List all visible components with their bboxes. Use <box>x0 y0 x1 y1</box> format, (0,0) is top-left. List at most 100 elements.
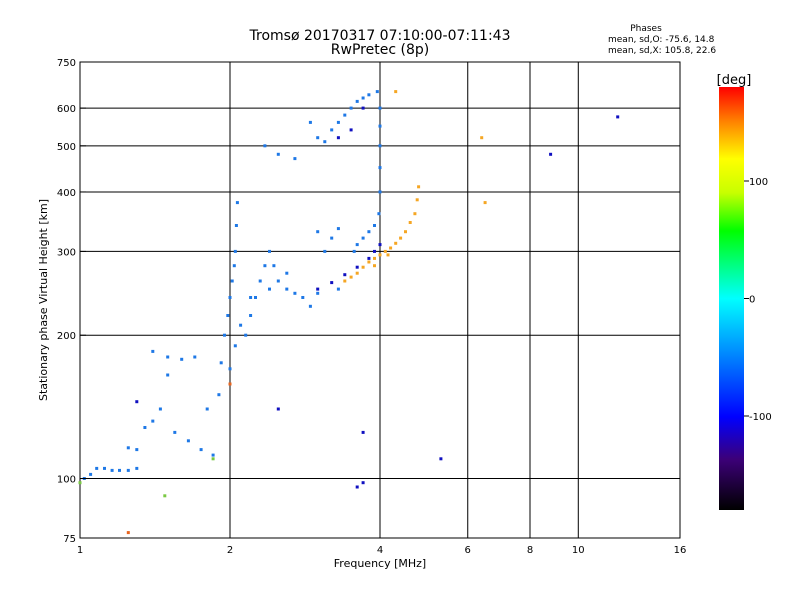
data-point-s2-13 <box>361 481 365 485</box>
data-point-s0-70 <box>361 236 365 240</box>
data-point-s2-11 <box>361 430 365 434</box>
colorbar-tick-label-1: 0 <box>749 295 755 306</box>
data-point-s1-8 <box>389 246 393 250</box>
data-point-s0-40 <box>263 264 267 268</box>
data-point-s0-21 <box>211 453 215 457</box>
y-tick-label-3: 300 <box>57 247 76 258</box>
data-point-s1-4 <box>367 260 371 264</box>
data-point-s0-47 <box>308 304 312 308</box>
data-point-s0-72 <box>352 249 356 253</box>
data-point-s2-6 <box>378 243 382 247</box>
colorbar <box>719 87 744 510</box>
data-point-s0-2 <box>95 466 99 470</box>
y-tick-label-0: 75 <box>63 534 76 545</box>
x-tick-label-3: 6 <box>465 545 471 556</box>
data-point-s0-31 <box>234 224 238 227</box>
data-point-s0-38 <box>254 296 257 299</box>
data-point-s0-42 <box>272 264 276 268</box>
data-point-s2-7 <box>336 136 340 140</box>
y-tick-label-5: 500 <box>57 142 76 153</box>
data-point-s0-62 <box>378 106 382 110</box>
data-point-s0-45 <box>293 291 297 295</box>
data-point-s0-12 <box>158 407 162 411</box>
x-tick-label-2: 4 <box>377 545 383 556</box>
data-point-s0-77 <box>249 296 253 299</box>
x-tick-label-1: 2 <box>227 545 233 556</box>
data-point-s0-15 <box>166 355 170 359</box>
data-point-s0-44 <box>285 287 289 291</box>
data-point-s2-14 <box>355 485 359 489</box>
data-point-s0-58 <box>355 99 359 103</box>
x-tick-label-5: 10 <box>572 545 585 556</box>
data-point-s1-12 <box>408 221 412 224</box>
data-point-s0-26 <box>226 314 230 317</box>
data-point-s0-14 <box>151 349 155 353</box>
data-point-s0-24 <box>219 361 223 365</box>
data-point-s0-28 <box>230 279 234 283</box>
data-point-s0-22 <box>205 407 209 411</box>
data-point-s0-9 <box>135 448 139 452</box>
data-points <box>78 90 620 535</box>
data-point-s3-1 <box>211 457 215 461</box>
data-point-s2-4 <box>367 256 371 260</box>
data-point-s2-1 <box>330 281 334 285</box>
y-tick-label-4: 400 <box>57 188 76 199</box>
data-point-s0-56 <box>343 113 347 117</box>
data-point-s0-69 <box>367 230 371 234</box>
data-point-s0-34 <box>233 344 237 348</box>
chart-title: Tromsø 20170317 07:10:00-07:11:43 <box>249 28 511 44</box>
data-point-s0-10 <box>143 426 147 429</box>
data-point-s0-3 <box>103 466 106 470</box>
colorbar-tick-label-2: -100 <box>749 412 772 423</box>
data-point-s2-16 <box>616 115 620 119</box>
data-point-s1-16 <box>373 264 376 268</box>
data-point-s0-61 <box>375 90 379 94</box>
data-point-s0-7 <box>135 466 139 470</box>
data-point-s0-30 <box>233 249 237 253</box>
phases-stats-title: Phases <box>630 24 662 34</box>
data-point-s0-23 <box>217 393 221 397</box>
phases-stats-x: mean, sd,X: 105.8, 22.6 <box>608 46 716 56</box>
data-point-s0-55 <box>336 120 340 124</box>
data-point-s0-59 <box>361 96 365 100</box>
data-point-s1-19 <box>480 136 484 140</box>
y-tick-label-2: 200 <box>57 331 76 342</box>
data-point-s4-1 <box>228 382 232 386</box>
y-axis-ticks: 75 100 200 300 400 500 600 750 <box>57 58 86 545</box>
data-point-s1-7 <box>383 249 387 253</box>
data-point-s0-41 <box>268 249 271 253</box>
data-point-s0-13 <box>166 373 170 377</box>
data-point-s1-3 <box>361 265 365 269</box>
data-point-s1-14 <box>415 198 419 202</box>
data-point-s0-79 <box>323 249 327 253</box>
colorbar-ticks: 100 0 -100 <box>744 177 772 423</box>
data-point-s0-51 <box>308 120 312 124</box>
data-point-s1-1 <box>349 275 353 279</box>
data-point-s0-75 <box>285 271 289 275</box>
x-axis-label: Frequency [MHz] <box>334 557 426 570</box>
data-point-s0-64 <box>378 144 382 148</box>
y-tick-label-6: 600 <box>57 104 76 115</box>
data-point-s0-68 <box>373 224 376 227</box>
x-tick-label-4: 8 <box>527 545 533 556</box>
data-point-s1-10 <box>399 236 403 240</box>
data-point-s3-2 <box>78 481 82 485</box>
data-point-s0-17 <box>193 355 197 359</box>
data-point-s0-50 <box>293 157 297 161</box>
x-axis-ticks: 1 2 4 6 8 10 16 <box>77 545 687 556</box>
data-point-s0-1 <box>89 472 93 476</box>
data-point-s0-11 <box>151 419 155 423</box>
data-point-s1-13 <box>413 212 417 216</box>
data-point-s1-9 <box>394 241 398 245</box>
data-point-s0-8 <box>126 446 130 450</box>
data-point-s0-37 <box>249 314 253 317</box>
data-point-s0-46 <box>301 296 305 299</box>
data-point-s2-9 <box>361 106 365 110</box>
data-point-s0-71 <box>355 243 359 247</box>
x-tick-label-0: 1 <box>77 545 83 556</box>
data-point-s4-0 <box>126 531 130 535</box>
data-point-s2-2 <box>343 273 347 277</box>
data-point-s1-6 <box>378 253 382 257</box>
data-point-s0-52 <box>316 136 320 140</box>
